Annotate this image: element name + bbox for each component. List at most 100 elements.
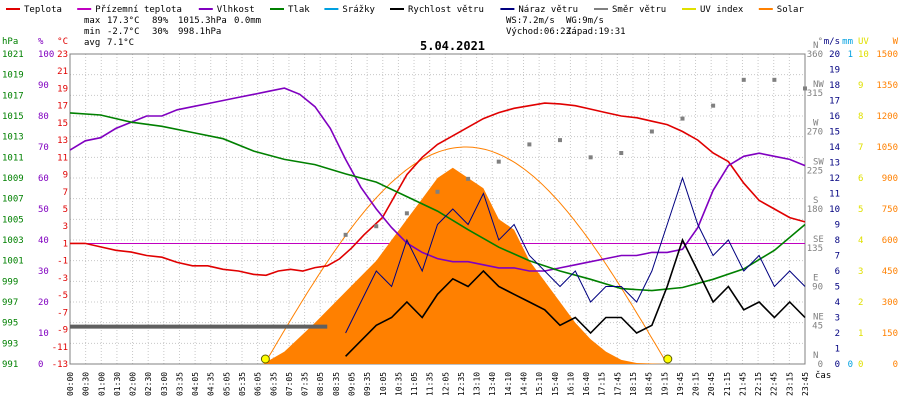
x-tick-9: 04:35 bbox=[207, 372, 216, 396]
axis-degc-tick-3: -7 bbox=[57, 308, 68, 318]
axis-w-tick-9: 1350 bbox=[876, 81, 898, 91]
series-4 bbox=[345, 176, 806, 334]
axis-unit-mm: mm bbox=[842, 37, 853, 47]
axis-hpa-tick-13: 1017 bbox=[2, 91, 24, 101]
axis-pct-tick-2: 20 bbox=[38, 298, 49, 308]
axis-degc-tick-8: 3 bbox=[63, 222, 68, 232]
wind-dir-point-0 bbox=[343, 232, 348, 237]
axis-uv-tick-4: 4 bbox=[858, 236, 863, 246]
axis-ms-tick-17: 17 bbox=[829, 97, 840, 107]
axis-uv-tick-0: 0 bbox=[858, 360, 863, 370]
axis-pct-tick-5: 50 bbox=[38, 205, 49, 215]
x-tick-34: 17:15 bbox=[598, 372, 607, 396]
axis-pct-tick-1: 10 bbox=[38, 329, 49, 339]
axis-ms-tick-13: 13 bbox=[829, 159, 840, 169]
x-tick-8: 04:05 bbox=[191, 372, 200, 396]
stat-max-press: 1015.3hPa bbox=[178, 16, 227, 26]
axis-w-tick-8: 1200 bbox=[876, 112, 898, 122]
axis-degc-tick-2: -9 bbox=[57, 326, 68, 336]
wind-dir-point-5 bbox=[496, 159, 501, 164]
axis-dir-tick-2: 90 bbox=[812, 283, 823, 293]
x-tick-42: 21:15 bbox=[723, 372, 732, 396]
x-tick-25: 12:35 bbox=[457, 372, 466, 396]
axis-dir-label-5: SW bbox=[813, 157, 824, 167]
axis-dir-label-8: N bbox=[813, 41, 818, 51]
axis-ms-tick-2: 2 bbox=[835, 329, 840, 339]
axis-ms-tick-6: 6 bbox=[835, 267, 840, 277]
wind-dir-point-15 bbox=[803, 86, 807, 91]
axis-unit-ms: m/s bbox=[824, 37, 840, 47]
x-tick-2: 01:00 bbox=[97, 372, 106, 396]
x-tick-3: 01:30 bbox=[113, 372, 122, 396]
wind-dir-point-14 bbox=[772, 77, 777, 82]
axis-hpa-tick-14: 1019 bbox=[2, 71, 24, 81]
wind-wg: WG:9m/s bbox=[566, 16, 604, 26]
x-tick-18: 09:05 bbox=[347, 372, 356, 396]
axis-ms-tick-3: 3 bbox=[835, 314, 840, 324]
wind-dir-point-9 bbox=[619, 151, 624, 156]
legend-label-0: Teplota bbox=[24, 5, 62, 15]
x-tick-28: 14:10 bbox=[504, 372, 513, 396]
x-tick-27: 13:40 bbox=[488, 372, 497, 396]
axis-w-tick-6: 900 bbox=[882, 174, 898, 184]
x-tick-33: 16:40 bbox=[582, 372, 591, 396]
axis-pct-tick-4: 40 bbox=[38, 236, 49, 246]
x-tick-4: 02:00 bbox=[129, 372, 138, 396]
chart-date: 5.04.2021 bbox=[420, 39, 485, 53]
sunset: Západ:19:31 bbox=[566, 27, 626, 37]
x-tick-5: 02:30 bbox=[144, 372, 153, 396]
axis-dir-label-3: SE bbox=[813, 235, 824, 245]
wind-dir-point-3 bbox=[435, 189, 440, 194]
stat-avg-temp: 7.1°C bbox=[107, 38, 134, 48]
axis-unit-hpa: hPa bbox=[2, 37, 18, 47]
axis-unit-pct: % bbox=[38, 37, 44, 47]
axis-unit-w: W bbox=[893, 37, 899, 47]
axis-ms-tick-10: 10 bbox=[829, 205, 840, 215]
axis-ms-tick-4: 4 bbox=[835, 298, 840, 308]
axis-degc-tick-12: 11 bbox=[57, 153, 68, 163]
x-tick-12: 06:05 bbox=[254, 372, 263, 396]
axis-degc-tick-16: 19 bbox=[57, 84, 68, 94]
axis-hpa-tick-11: 1013 bbox=[2, 133, 24, 143]
axis-mm-tick-0: 0 bbox=[848, 360, 853, 370]
axis-dir-label-7: NW bbox=[813, 80, 824, 90]
wind-dir-point-11 bbox=[680, 116, 685, 121]
series-3 bbox=[345, 237, 806, 357]
axis-dir-label-2: E bbox=[813, 274, 818, 284]
sunrise: Východ:06:23 bbox=[506, 27, 571, 37]
wind-dir-point-4 bbox=[466, 176, 471, 181]
sunrise-marker bbox=[260, 354, 270, 364]
x-tick-26: 13:10 bbox=[473, 372, 482, 396]
axis-degc-tick-5: -3 bbox=[57, 274, 68, 284]
axis-degc-tick-18: 23 bbox=[57, 50, 68, 60]
axis-w-tick-5: 750 bbox=[882, 205, 898, 215]
legend-label-8: UV index bbox=[700, 5, 744, 15]
axis-hpa-tick-4: 999 bbox=[2, 277, 18, 287]
x-tick-37: 18:45 bbox=[645, 372, 654, 396]
x-tick-41: 20:45 bbox=[707, 372, 716, 396]
axis-ms-tick-1: 1 bbox=[835, 345, 840, 355]
x-tick-40: 20:15 bbox=[692, 372, 701, 396]
x-tick-43: 21:45 bbox=[738, 372, 747, 396]
stat-min-label: min bbox=[84, 27, 100, 37]
x-tick-1: 00:30 bbox=[82, 372, 91, 396]
axis-degc-tick-10: 7 bbox=[63, 188, 68, 198]
legend: Teplota Přízemní teplota Vlhkost Tlak Srážky… bbox=[6, 5, 804, 15]
axis-hpa-tick-9: 1009 bbox=[2, 174, 24, 184]
axis-pct-tick-10: 100 bbox=[38, 50, 54, 60]
axis-degc-tick-4: -5 bbox=[57, 291, 68, 301]
x-tick-16: 08:05 bbox=[316, 372, 325, 396]
solar-theoretical-line bbox=[264, 146, 667, 365]
axis-ms-tick-18: 18 bbox=[829, 81, 840, 91]
x-tick-30: 15:10 bbox=[535, 372, 544, 396]
axis-uv-tick-10: 10 bbox=[858, 50, 869, 60]
x-tick-14: 07:05 bbox=[285, 372, 294, 396]
x-tick-44: 22:15 bbox=[754, 372, 763, 396]
x-tick-22: 11:05 bbox=[410, 372, 419, 396]
axis-ms-tick-8: 8 bbox=[835, 236, 840, 246]
x-tick-36: 18:15 bbox=[629, 372, 638, 396]
x-tick-39: 19:45 bbox=[676, 372, 685, 396]
x-tick-17: 08:35 bbox=[332, 372, 341, 396]
x-axis: 00:00 00:30 01:00 01:30 02:00 02:30 03:00 03:35… bbox=[66, 372, 810, 396]
axis-uv-tick-5: 5 bbox=[858, 205, 863, 215]
